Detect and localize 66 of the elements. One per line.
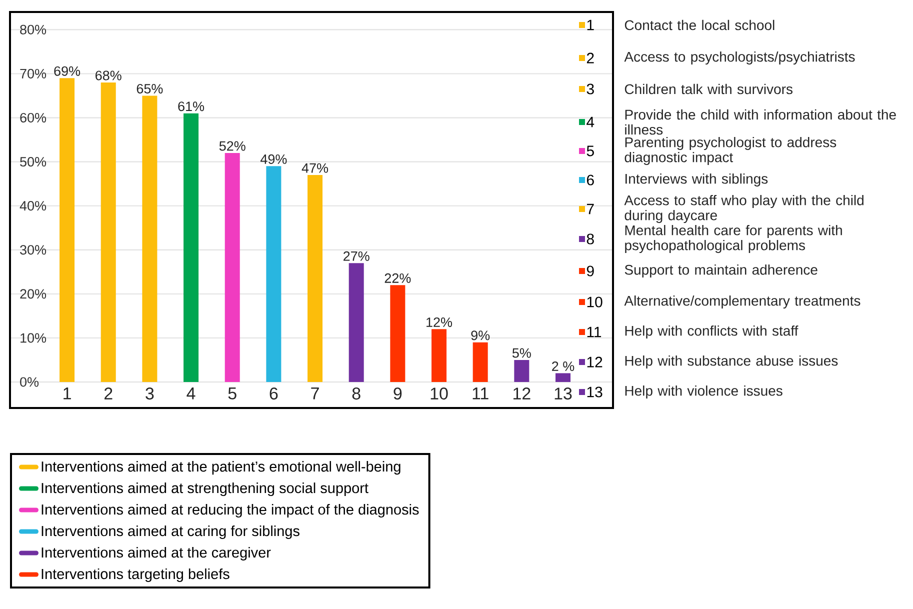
y-tick-label: 40%: [20, 201, 46, 211]
category-label: 2: [586, 52, 594, 64]
x-tick-label: 1: [64, 388, 71, 400]
x-tick-label: 5: [228, 388, 236, 400]
text: Mental health care for parents with psychopathological problems: [625, 224, 842, 254]
y-tick-label: 30%: [20, 245, 46, 255]
y-tick-label: 60%: [20, 112, 46, 122]
x-tick-label: 4: [186, 388, 196, 400]
category-label: 10: [587, 296, 602, 308]
text: Help with violence issues: [625, 385, 782, 399]
x-tick-label: 10: [430, 388, 448, 400]
legend-label: Interventions aimed at the patient’s emotional well-being: [42, 461, 400, 475]
legend-label: Interventions targeting beliefs: [42, 568, 230, 582]
x-tick-label: 6: [270, 388, 278, 400]
category-label: 5: [586, 146, 594, 156]
data-label: 12%: [426, 317, 452, 327]
x-tick-label: 7: [311, 388, 319, 400]
legend-label: Interventions aimed at the caregiver: [42, 546, 271, 561]
legend-label: Interventions aimed at reducing the impact of the diagnosis: [42, 504, 419, 518]
data-label: 49%: [260, 154, 287, 164]
category-label: 11: [587, 326, 602, 338]
x-tick-label: 11: [472, 388, 488, 400]
category-label: 1: [587, 20, 594, 30]
x-tick-label: 12: [514, 388, 530, 400]
category-label: 7: [586, 204, 594, 214]
y-tick-label: 20%: [20, 289, 46, 299]
y-tick-label: 0%: [20, 377, 39, 387]
y-tick-label: 50%: [20, 156, 46, 167]
category-label: 12: [587, 356, 602, 368]
y-tick-label: 80%: [20, 24, 46, 34]
data-label: 5%: [512, 348, 531, 358]
data-label: 68%: [96, 70, 122, 80]
x-tick-label: 2: [104, 388, 112, 400]
data-label: 2 %: [552, 362, 574, 371]
text: Provide the child with information about the illness: [625, 109, 896, 135]
text: Help with conflicts with staff: [625, 325, 798, 339]
category-label: 6: [586, 174, 594, 186]
text: Access to staff who play with the child during daycare: [624, 194, 864, 224]
y-tick-label: 70%: [20, 68, 46, 78]
x-tick-label: 9: [394, 388, 402, 400]
text: Contact the local school: [624, 20, 774, 30]
y-tick-label: 10%: [20, 333, 46, 343]
data-label: 47%: [302, 163, 328, 173]
category-label: 8: [586, 234, 594, 244]
text: Parenting psychologist to address diagnostic impact: [624, 136, 836, 166]
x-tick-label: 13: [554, 388, 572, 400]
text: Access to psychologists/psychiatrists: [624, 51, 855, 65]
data-label: 52%: [219, 141, 246, 151]
data-label: 27%: [344, 251, 370, 261]
text: Alternative/complementary treatments: [624, 295, 860, 309]
x-tick-label: 3: [146, 388, 154, 400]
text: Help with substance abuse issues: [625, 355, 838, 369]
category-label: 4: [586, 116, 594, 128]
legend-label: Interventions aimed at strengthening social support: [42, 482, 368, 496]
text: Interviews with siblings: [626, 173, 768, 187]
data-label: 22%: [384, 273, 411, 283]
data-label: 61%: [178, 102, 204, 112]
text: Support to maintain adherence: [624, 264, 818, 278]
category-label: 9: [586, 266, 594, 276]
text: Children talk with survivors: [624, 84, 792, 94]
data-label: 9%: [471, 330, 490, 340]
legend-label: Interventions aimed at caring for siblings: [42, 526, 300, 540]
data-label: 69%: [54, 66, 80, 76]
data-label: 65%: [136, 84, 163, 94]
x-tick-label: 8: [352, 388, 360, 400]
category-label: 3: [586, 84, 594, 94]
